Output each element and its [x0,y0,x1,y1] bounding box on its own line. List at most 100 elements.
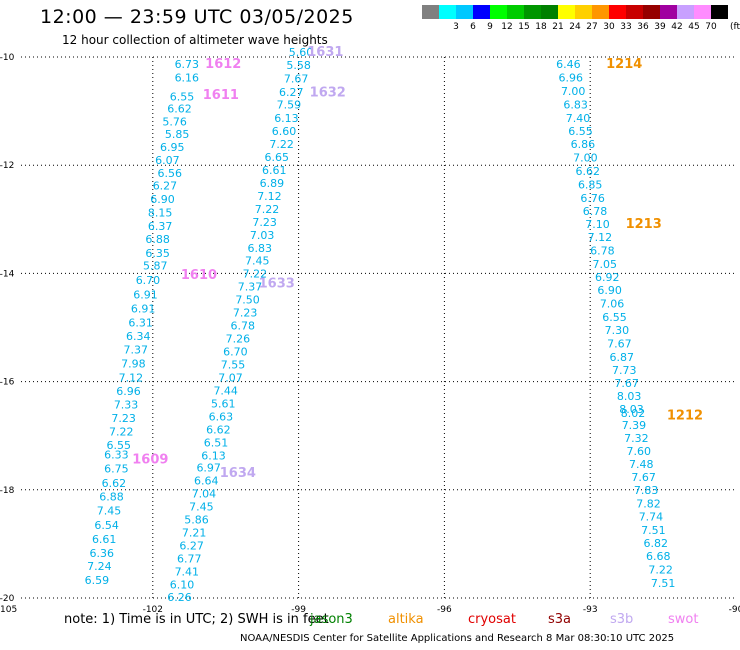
wave-height-label: 7.22 [109,426,134,439]
wave-height-label: 7.44 [213,385,238,398]
wave-height-label: 6.46 [556,58,581,71]
wave-height-label: 6.90 [150,193,175,206]
wave-height-label: 6.97 [196,461,221,474]
legend-tick-label: 70 [705,22,717,32]
mission-label-jason3: jason3 [310,612,353,627]
wave-height-label: 6.13 [274,112,299,125]
y-tick-label: -20 [0,594,15,604]
wave-height-label: 7.12 [257,190,282,203]
wave-height-label: 7.23 [111,412,136,425]
wave-height-label: 6.07 [155,154,180,167]
pass-time-label: 1634 [220,466,256,481]
legend-swatch [609,5,626,19]
wave-height-label: 7.33 [114,399,139,412]
wave-height-label: 7.67 [614,377,639,390]
wave-height-label: 6.65 [264,151,289,164]
wave-height-label: 8.03 [617,390,642,403]
legend-swatch [456,5,473,19]
legend-swatch [490,5,507,19]
wave-height-label: 7.45 [245,255,270,268]
wave-height-label: 6.59 [85,574,110,587]
wave-height-label: 6.68 [646,550,671,563]
legend-swatch [694,5,711,19]
legend-swatch [643,5,660,19]
legend-tick-label: 21 [552,22,564,32]
wave-height-label: 6.70 [223,346,248,359]
wave-height-label: 6.91 [133,288,158,301]
wave-height-label: 6.76 [580,192,605,205]
wave-height-label: 7.55 [221,359,246,372]
wave-height-label: 6.61 [92,533,117,546]
legend-tick-label: 9 [487,22,493,32]
legend-tick-label: 39 [654,22,666,32]
wave-height-label: 7.67 [284,72,309,85]
wave-height-label: 7.37 [238,281,263,294]
mission-label-altika: altika [388,612,424,627]
wave-height-label: 6.92 [595,271,620,284]
legend-unit: (ft) [730,22,740,32]
legend-tick-label: 6 [470,22,476,32]
wave-height-label: 7.24 [87,560,112,573]
legend-swatch [558,5,575,19]
legend-tick-label: 18 [535,22,547,32]
wave-height-label: 7.45 [97,505,122,518]
credit-line: NOAA/NESDIS Center for Satellite Applica… [240,633,675,644]
wave-height-label: 7.32 [624,432,649,445]
wave-height-label: 6.37 [148,220,173,233]
wave-height-label: 7.48 [629,458,654,471]
wave-height-label: 6.88 [145,233,170,246]
wave-height-label: 7.30 [605,324,630,337]
wave-height-label: 7.60 [627,445,652,458]
wave-height-label: 6.55 [602,311,627,324]
wave-height-label: 6.51 [204,437,229,450]
pass-time-label: 1609 [132,452,168,467]
wave-height-label: 6.83 [563,98,588,111]
wave-height-label: 6.75 [104,462,129,475]
wave-height-label: 6.62 [206,424,231,437]
legend-tick-label: 12 [501,22,513,32]
y-tick-label: -12 [0,161,14,171]
mission-label-swot: swot [668,612,699,627]
wave-height-label: 6.91 [131,302,156,315]
x-tick-label: -93 [583,605,598,615]
legend-tick-label: 24 [569,22,581,32]
wave-height-label: 6.54 [94,519,119,532]
x-tick-label: -90 [729,605,740,615]
pass-time-label: 1610 [181,268,217,283]
legend-tick-label: 33 [620,22,632,32]
wave-height-label: 6.61 [262,164,287,177]
wave-height-label: 6.70 [136,274,161,287]
wave-height-label: 6.78 [590,244,615,257]
wave-height-label: 7.82 [636,498,661,511]
wave-height-label: 6.31 [128,316,153,329]
wave-height-label: 6.78 [583,205,608,218]
wave-height-label: 6.35 [145,247,170,260]
wave-height-label: 6.90 [597,284,622,297]
wave-height-label: 8.15 [148,207,173,220]
wave-height-label: 7.67 [607,338,632,351]
pass-time-label: 1611 [203,88,239,103]
legend-tick-label: 3 [453,22,459,32]
y-tick-label: -16 [0,378,15,388]
wave-height-label: 6.86 [571,138,596,151]
legend-tick-label: 15 [518,22,530,32]
wave-height-label: 6.33 [104,448,129,461]
wave-height-label: 7.59 [277,98,302,111]
wave-height-label: 7.22 [255,203,280,216]
wave-height-label: 7.37 [124,343,149,356]
pass-time-label: 1632 [310,85,346,100]
wave-height-label: 7.22 [243,268,268,281]
wave-height-label: 7.26 [226,333,251,346]
wave-height-label: 6.88 [99,491,124,504]
wave-height-label: 6.27 [153,180,178,193]
pass-time-label: 1213 [626,217,662,232]
wave-height-label: 5.76 [162,116,187,129]
legend-swatch [524,5,541,19]
wave-height-label: 6.34 [126,330,151,343]
mission-label-s3a: s3a [548,612,572,627]
wave-height-label: 7.45 [189,500,214,513]
wave-height-label: 6.10 [170,578,195,591]
wave-height-label: 6.87 [610,351,635,364]
wave-height-label: 7.00 [561,85,586,98]
legend-swatch [439,5,456,19]
